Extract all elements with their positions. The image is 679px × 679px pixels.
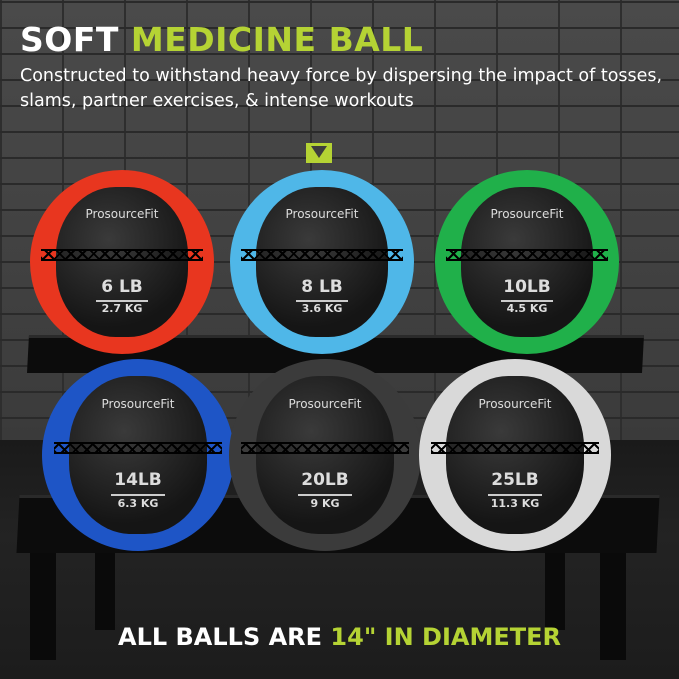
weight-divider <box>111 494 165 497</box>
ball-band <box>255 376 395 534</box>
medicine-ball: ProsourceFit 25LB 11.3 KG <box>419 359 611 551</box>
brand-logo: ProsourceFit <box>101 397 175 412</box>
ball-band <box>445 376 585 534</box>
weight-kg: 11.3 KG <box>490 497 540 511</box>
weight-lb: 10LB <box>503 276 551 297</box>
caption-plain: ALL BALLS ARE <box>118 623 323 651</box>
ball-band <box>55 186 189 338</box>
weight-lb: 25LB <box>491 470 539 491</box>
stitching <box>241 249 403 262</box>
weight-lb: 8 LB <box>301 276 343 297</box>
ball-band <box>255 186 389 338</box>
weight-divider <box>96 299 148 302</box>
headline-accent: MEDICINE BALL <box>130 20 424 59</box>
ball-band <box>460 186 594 338</box>
weight-lb: 20LB <box>301 470 349 491</box>
weight-kg: 9 KG <box>310 497 340 511</box>
weight-kg: 6.3 KG <box>117 497 159 511</box>
brand-logo: ProsourceFit <box>285 206 359 221</box>
subtitle: Constructed to withstand heavy force by … <box>20 66 663 111</box>
stitching <box>430 441 600 454</box>
triangle-marker-icon <box>306 143 332 163</box>
stitching <box>53 441 223 454</box>
brand-logo: ProsourceFit <box>85 206 159 221</box>
weight-divider <box>298 494 352 497</box>
weight-kg: 4.5 KG <box>506 302 548 316</box>
weight-kg: 3.6 KG <box>301 302 343 316</box>
stitching <box>41 249 203 262</box>
weight-divider <box>296 299 348 302</box>
caption-accent: 14" IN DIAMETER <box>330 623 561 651</box>
headline: SOFT MEDICINE BALL <box>20 20 423 59</box>
weight-divider <box>501 299 553 302</box>
diameter-caption: ALL BALLS ARE 14" IN DIAMETER <box>0 623 679 651</box>
weight-lb: 14LB <box>114 470 162 491</box>
stitching <box>240 441 410 454</box>
brand-logo: ProsourceFit <box>478 397 552 412</box>
headline-plain: SOFT <box>20 20 119 59</box>
weight-divider <box>488 494 542 497</box>
medicine-ball: ProsourceFit 6 LB 2.7 KG <box>30 170 214 354</box>
medicine-ball: ProsourceFit 10LB 4.5 KG <box>435 170 619 354</box>
medicine-ball: ProsourceFit 8 LB 3.6 KG <box>230 170 414 354</box>
medicine-ball: ProsourceFit 20LB 9 KG <box>229 359 421 551</box>
weight-kg: 2.7 KG <box>101 302 143 316</box>
weight-lb: 6 LB <box>101 276 143 297</box>
medicine-ball: ProsourceFit 14LB 6.3 KG <box>42 359 234 551</box>
brand-logo: ProsourceFit <box>288 397 362 412</box>
brand-logo: ProsourceFit <box>490 206 564 221</box>
stitching <box>446 249 608 262</box>
ball-band <box>68 376 208 534</box>
